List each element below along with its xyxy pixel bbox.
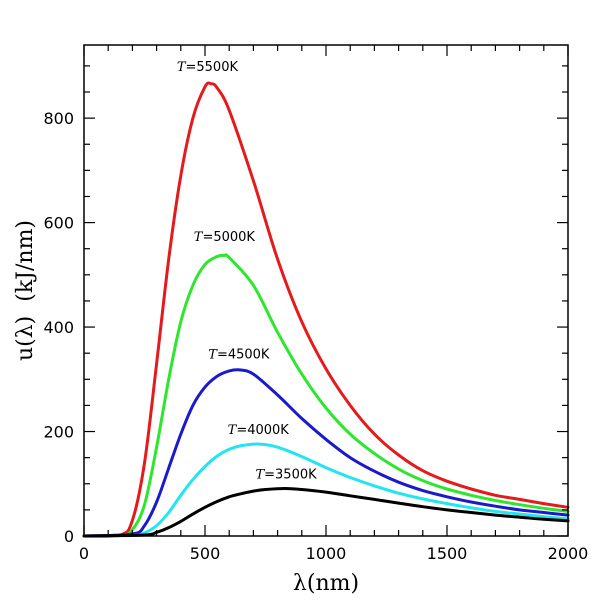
y-tick-label: 400 <box>43 318 74 337</box>
y-tick-label: 0 <box>64 527 74 546</box>
tick-labels-layer: 0 500 1000 1500 2000 0 200 400 600 800 <box>43 109 588 563</box>
x-tick-label: 0 <box>79 544 89 563</box>
y-tick-label: 600 <box>43 214 74 233</box>
series-label-value: =4500K <box>217 347 270 362</box>
x-tick-label: 1000 <box>306 544 347 563</box>
y-axis-label: u(λ) (kJ/nm) <box>13 220 38 361</box>
series-label-4500k: T=4500K <box>208 347 270 362</box>
curves-layer <box>82 81 570 538</box>
x-tick-label: 2000 <box>548 544 589 563</box>
series-label-variable: T <box>194 230 204 245</box>
series-line-4000k <box>82 442 570 538</box>
plot-frame <box>83 44 569 537</box>
series-label-value: =5500K <box>185 60 238 75</box>
series-line-3500k <box>82 487 570 538</box>
series-line-5500k <box>82 81 570 538</box>
series-label-variable: T <box>177 60 187 75</box>
series-label-4000k: T=4000K <box>228 423 290 438</box>
series-label-value: =4000K <box>236 423 289 438</box>
y-tick-label: 200 <box>43 423 74 442</box>
ticks-layer <box>83 45 569 537</box>
y-tick-label: 800 <box>43 109 74 128</box>
series-label-3500k: T=3500K <box>255 468 317 483</box>
x-tick-label: 1500 <box>427 544 468 563</box>
series-label-variable: T <box>208 347 218 362</box>
series-label-5000k: T=5000K <box>194 230 256 245</box>
series-label-value: =5000K <box>202 230 255 245</box>
series-label-variable: T <box>228 423 238 438</box>
series-line-4500k <box>82 368 570 538</box>
series-label-value: =3500K <box>264 468 317 483</box>
series-label-variable: T <box>255 468 265 483</box>
series-line-5000k <box>82 253 570 538</box>
x-axis-label: λ(nm) <box>293 571 359 596</box>
series-label-5500k: T=5500K <box>177 60 239 75</box>
x-tick-label: 500 <box>190 544 221 563</box>
